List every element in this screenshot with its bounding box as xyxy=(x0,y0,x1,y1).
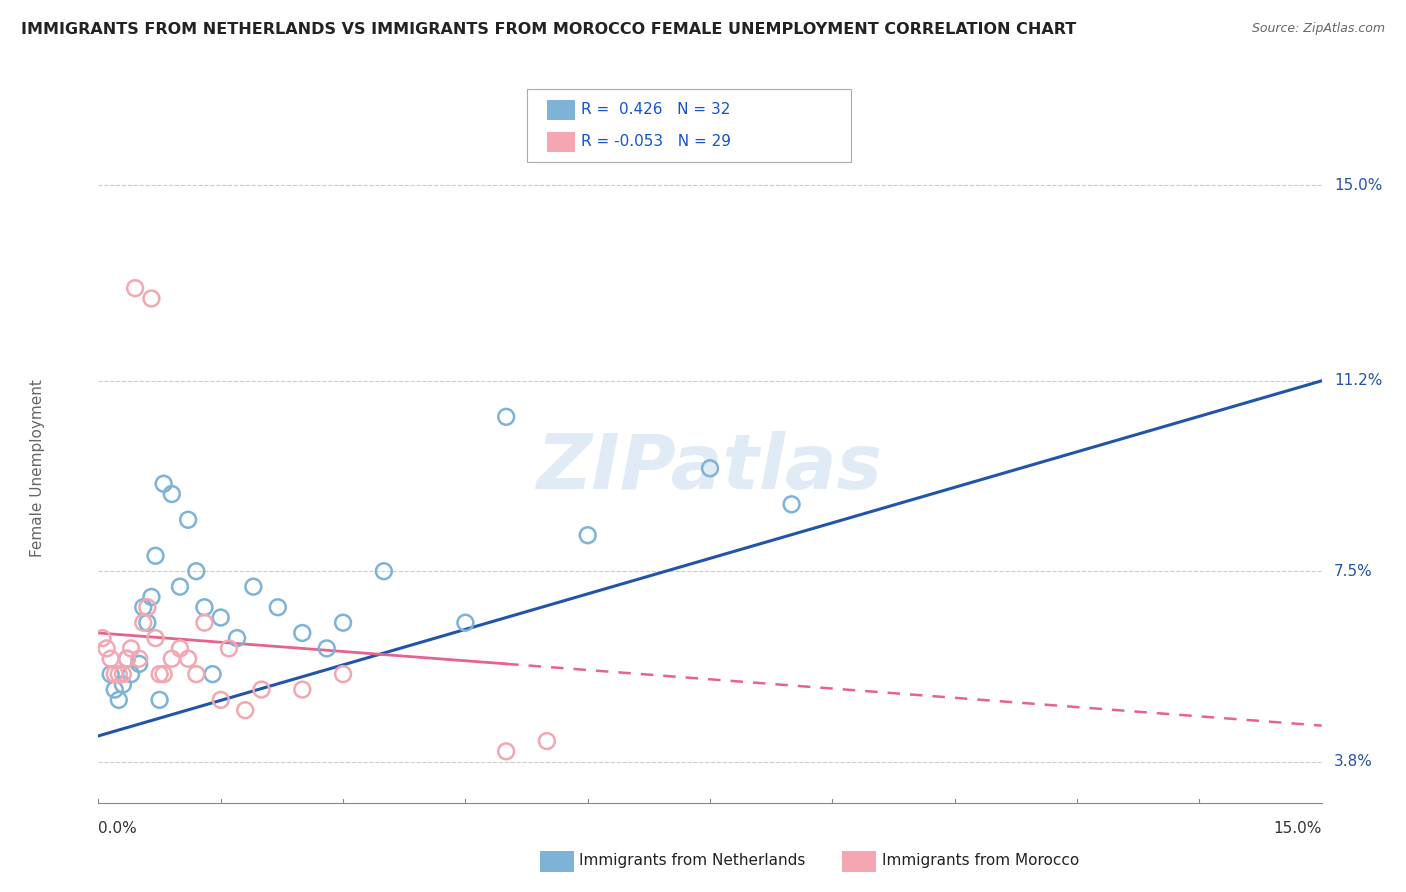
Point xyxy=(149,667,172,681)
Point xyxy=(120,641,142,656)
Point xyxy=(132,600,155,615)
Text: Immigrants from Morocco: Immigrants from Morocco xyxy=(882,854,1078,868)
Text: Source: ZipAtlas.com: Source: ZipAtlas.com xyxy=(1251,22,1385,36)
Text: Immigrants from Netherlands: Immigrants from Netherlands xyxy=(579,854,806,868)
Point xyxy=(145,549,167,563)
Point xyxy=(136,615,159,630)
Point xyxy=(141,292,163,306)
Text: ZIPatlas: ZIPatlas xyxy=(537,432,883,505)
Point xyxy=(291,682,314,697)
Point xyxy=(454,615,477,630)
Point xyxy=(536,734,558,748)
Point xyxy=(699,461,721,475)
Point xyxy=(373,564,395,578)
Point xyxy=(115,651,138,665)
Point xyxy=(209,610,232,624)
Point xyxy=(145,631,167,645)
Text: 15.0%: 15.0% xyxy=(1274,821,1322,836)
Text: 3.8%: 3.8% xyxy=(1334,754,1372,769)
Point xyxy=(267,600,290,615)
Point xyxy=(193,600,215,615)
Text: 0.0%: 0.0% xyxy=(98,821,138,836)
Point xyxy=(160,651,183,665)
Point xyxy=(186,667,208,681)
Point xyxy=(169,641,191,656)
Point xyxy=(226,631,249,645)
Text: 7.5%: 7.5% xyxy=(1334,564,1372,579)
Point xyxy=(780,497,803,511)
Point xyxy=(332,667,354,681)
Point xyxy=(100,667,122,681)
Text: IMMIGRANTS FROM NETHERLANDS VS IMMIGRANTS FROM MOROCCO FEMALE UNEMPLOYMENT CORRE: IMMIGRANTS FROM NETHERLANDS VS IMMIGRANT… xyxy=(21,22,1077,37)
Point xyxy=(132,615,155,630)
Point xyxy=(124,281,146,295)
Point xyxy=(315,641,337,656)
Point xyxy=(96,641,118,656)
Point xyxy=(152,476,174,491)
Point xyxy=(115,651,138,665)
Point xyxy=(100,651,122,665)
Point xyxy=(111,667,134,681)
Point xyxy=(186,564,208,578)
Point xyxy=(160,487,183,501)
Point xyxy=(233,703,256,717)
Text: Female Unemployment: Female Unemployment xyxy=(30,379,45,558)
Text: 15.0%: 15.0% xyxy=(1334,178,1382,193)
Point xyxy=(152,667,174,681)
Text: R = -0.053   N = 29: R = -0.053 N = 29 xyxy=(581,135,731,149)
Point xyxy=(332,615,354,630)
Point xyxy=(201,667,224,681)
Point xyxy=(218,641,240,656)
Point xyxy=(104,667,127,681)
Text: 11.2%: 11.2% xyxy=(1334,374,1382,388)
Point xyxy=(177,513,200,527)
Point xyxy=(242,580,264,594)
Point xyxy=(111,677,134,691)
Point xyxy=(149,693,172,707)
Point xyxy=(169,580,191,594)
Point xyxy=(108,693,131,707)
Point xyxy=(291,626,314,640)
Text: R =  0.426   N = 32: R = 0.426 N = 32 xyxy=(581,103,730,117)
Point xyxy=(108,667,131,681)
Point xyxy=(177,651,200,665)
Point xyxy=(141,590,163,604)
Point xyxy=(576,528,599,542)
Point xyxy=(193,615,215,630)
Point xyxy=(136,600,159,615)
Point xyxy=(250,682,273,697)
Point xyxy=(91,631,114,645)
Point xyxy=(104,682,127,697)
Point xyxy=(495,409,517,424)
Point xyxy=(209,693,232,707)
Point xyxy=(128,657,150,671)
Point xyxy=(128,651,150,665)
Point xyxy=(120,667,142,681)
Point xyxy=(495,744,517,758)
